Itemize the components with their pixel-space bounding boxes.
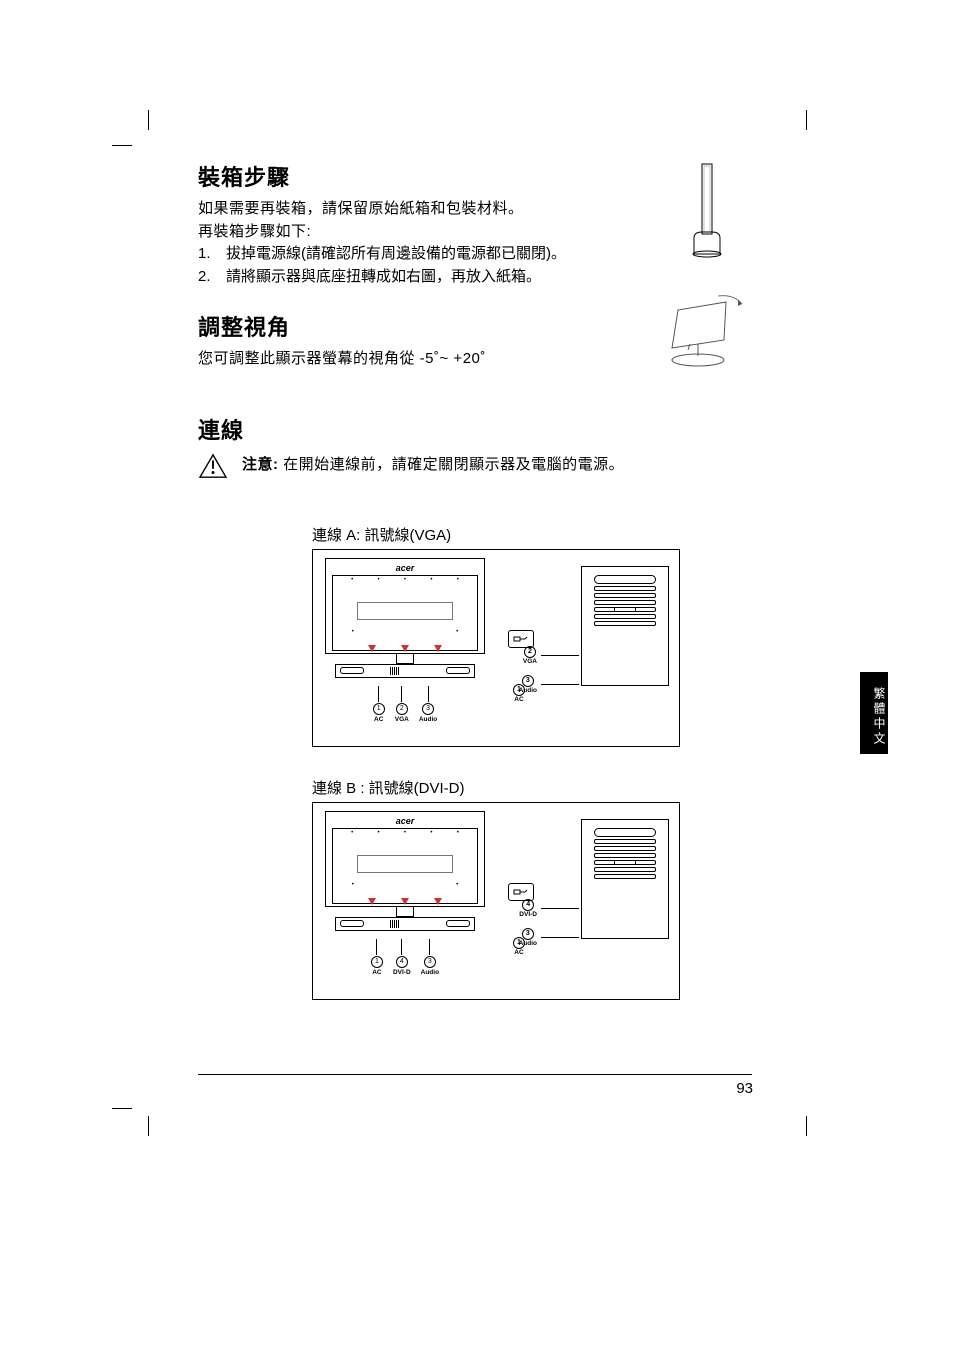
warn-label: 注意: [242,456,279,473]
monitor-illustration: acer ••••• •• [325,558,485,723]
section-packing: 裝箱步驟 如果需要再裝箱，請保留原始紙箱和包裝材料。 再裝箱步驟如下: 1. 拔… [198,160,758,288]
li1-text: 拔掉電源線(請確認所有周邊設備的電源都已關閉)。 [226,245,566,262]
li2-num: 2. [198,266,211,289]
pc-port-labels-a: 2VGA 3Audio [519,646,579,694]
thumb-box-illustration [680,160,740,260]
li2-text: 請將顯示器與底座扭轉成如右圖，再放入紙箱。 [226,268,541,285]
warn-body: 在開始連線前，請確定關閉顯示器及電腦的電源。 [279,456,625,473]
section1-p1: 如果需要再裝箱，請保留原始紙箱和包裝材料。 [198,198,758,221]
section1-li1: 1. 拔掉電源線(請確認所有周邊設備的電源都已關閉)。 [198,243,758,266]
monitor-port-labels-b: 1AC 4DVI-D 3Audio [325,939,485,976]
monitor-port-labels-a: 1AC 2VGA 3Audio [325,686,485,723]
footer-rule [198,1074,752,1075]
section3-title: 連線 [198,413,758,445]
warning-icon [198,453,228,484]
diagram-a-box: acer ••••• •• [312,549,680,747]
pc-illustration [569,566,669,686]
section1-title: 裝箱步驟 [198,160,758,192]
monitor-brand: acer [330,563,480,573]
language-tab: 繁體中文 [860,672,888,754]
li1-num: 1. [198,243,211,266]
pc-port-labels-b: 4DVI-D 3Audio [519,899,579,947]
section-connect: 連線 注意: 在開始連線前，請確定關閉顯示器及電腦的電源。 連線 A: 訊號線(… [198,413,758,1000]
monitor-brand-b: acer [330,816,480,826]
diagram-b-box: acer ••••• •• [312,802,680,1000]
section1-li2: 2. 請將顯示器與底座扭轉成如右圖，再放入紙箱。 [198,266,758,289]
warning-text: 注意: 在開始連線前，請確定關閉顯示器及電腦的電源。 [242,453,624,474]
diagram-b-caption: 連線 B : 訊號線(DVI-D) [312,777,758,798]
pc-illustration-b [569,819,669,939]
diagram-b: 連線 B : 訊號線(DVI-D) acer ••••• •• [198,777,758,1000]
diagram-a-caption: 連線 A: 訊號線(VGA) [312,524,758,545]
diagram-a: 連線 A: 訊號線(VGA) acer ••••• •• [198,524,758,747]
page-number: 93 [736,1080,753,1097]
section1-p2: 再裝箱步驟如下: [198,221,758,244]
thumb-tilt-illustration [662,290,754,372]
monitor-illustration-b: acer ••••• •• [325,811,485,976]
